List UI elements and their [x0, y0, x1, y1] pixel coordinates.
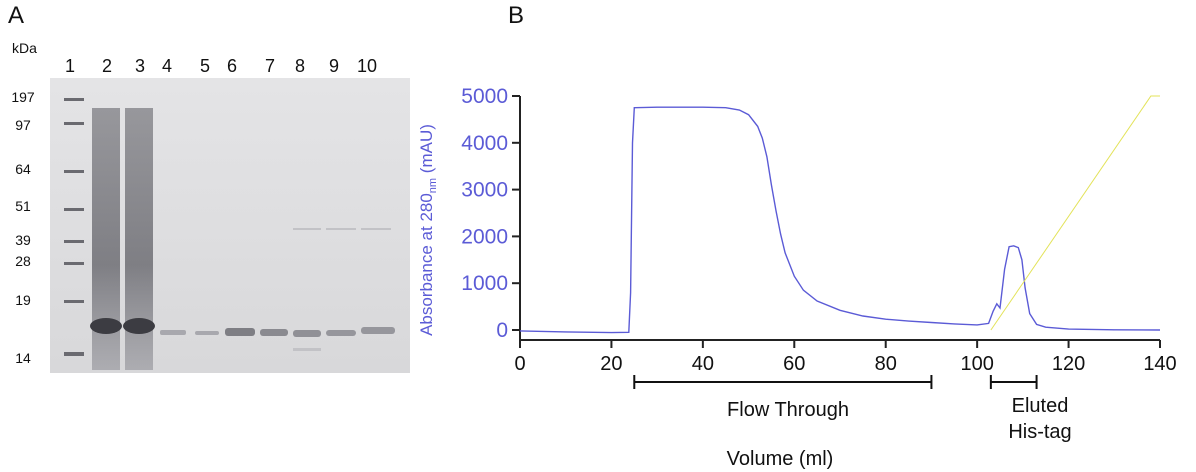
chromatogram-chart: 0 1000 2000 3000 4000 5000 0 20 40 60 80 100 120 140…: [417, 85, 1177, 470]
y-axis-label-sub: nm: [427, 178, 439, 193]
y-axis-label-unit: (mAU): [417, 124, 436, 178]
lane-label-8: 8: [294, 56, 305, 76]
mw-marker-19: 19: [15, 292, 31, 308]
mw-marker-64: 64: [15, 161, 31, 177]
flow-through-label: Flow Through: [727, 399, 849, 421]
y-tick-label: 0: [496, 319, 508, 342]
his-tag-label: His-tag: [1008, 421, 1071, 443]
mw-marker-28: 28: [15, 253, 31, 269]
x-tick-label: 120: [1052, 353, 1085, 375]
eluted-bracket: [989, 375, 1038, 389]
lane-label-10: 10: [356, 56, 378, 76]
lane-label-2: 2: [101, 56, 112, 76]
x-tick-label: 0: [514, 353, 525, 375]
x-axis-label: Volume (ml): [727, 448, 834, 470]
x-tick-label: 40: [692, 353, 714, 375]
panel-a-label: A: [8, 2, 25, 29]
y-axis-label: Absorbance at 280nm (mAU): [417, 124, 439, 336]
absorbance-series-line: [519, 106, 1161, 334]
flow-through-bracket: [633, 375, 933, 389]
kda-label: kDa: [12, 40, 37, 56]
y-tick-label: 1000: [461, 272, 508, 295]
mw-marker-51: 51: [15, 198, 31, 214]
lane-label-1: 1: [64, 56, 75, 76]
x-tick-label: 20: [600, 353, 622, 375]
x-tick-label: 140: [1143, 353, 1176, 375]
lane-label-4: 4: [161, 56, 172, 76]
lane-label-6: 6: [226, 56, 237, 76]
y-axis: 0 1000 2000 3000 4000 5000: [461, 85, 521, 342]
y-tick-label: 2000: [461, 225, 508, 248]
sds-page-gel-image: [50, 78, 410, 373]
mw-marker-197: 197: [11, 89, 35, 105]
y-axis-label-main: Absorbance at 280: [417, 193, 436, 336]
eluted-label: Eluted: [1012, 395, 1069, 417]
x-tick-label: 60: [783, 353, 805, 375]
lane-label-9: 9: [328, 56, 339, 76]
y-tick-label: 5000: [461, 85, 508, 108]
y-tick-label: 4000: [461, 132, 508, 155]
lane-label-3: 3: [134, 56, 145, 76]
lane-label-7: 7: [264, 56, 275, 76]
mw-marker-14: 14: [15, 350, 31, 366]
x-tick-label: 100: [960, 353, 993, 375]
mw-marker-39: 39: [15, 232, 31, 248]
lane-label-5: 5: [199, 56, 210, 76]
panel-b-label: B: [508, 2, 525, 29]
mw-marker-97: 97: [15, 117, 31, 133]
x-tick-label: 80: [875, 353, 897, 375]
gradient-series-line: [990, 95, 1160, 331]
x-axis: 0 20 40 60 80 100 120 140: [514, 339, 1177, 375]
y-tick-label: 3000: [461, 179, 508, 202]
series-group: [519, 95, 1161, 334]
